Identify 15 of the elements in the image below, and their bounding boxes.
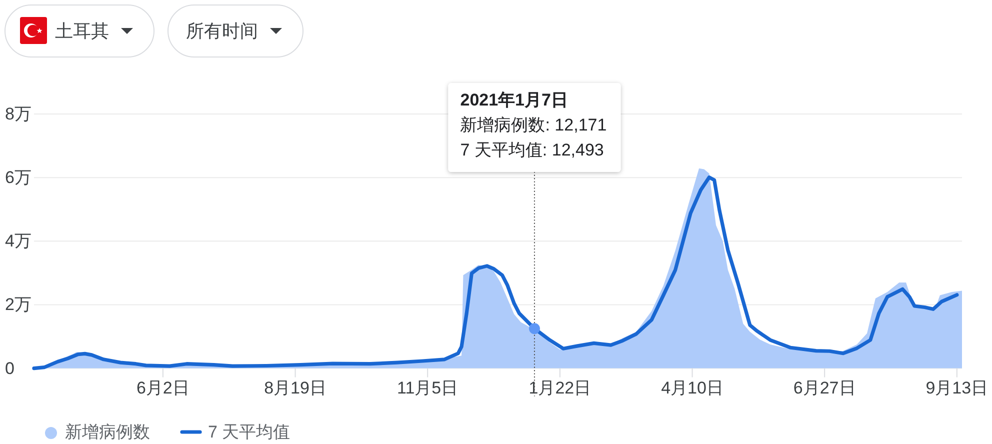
x-tick-label: 8月19日 <box>264 378 326 398</box>
y-tick-label: 4万 <box>5 232 32 251</box>
annotation: 新增病例数: 12,171 <box>460 116 607 134</box>
x-tick-label: 9月13日 <box>926 378 988 398</box>
x-tick-label: 11月5日 <box>397 378 458 398</box>
y-tick-label: 8万 <box>5 104 32 124</box>
y-tick-label: 0 <box>5 358 14 378</box>
annotation: 7 天平均值: 12,493 <box>460 140 604 160</box>
y-tick-label: 6万 <box>5 168 32 188</box>
x-tick-label: 6月27日 <box>793 378 856 398</box>
legend-label: 新增病例数 <box>65 422 150 442</box>
legend-label: 7 天平均值 <box>208 422 290 442</box>
x-tick-label: 4月10日 <box>661 378 724 398</box>
x-tick-label: 6月2日 <box>136 378 190 398</box>
y-tick-label: 2万 <box>5 295 32 314</box>
